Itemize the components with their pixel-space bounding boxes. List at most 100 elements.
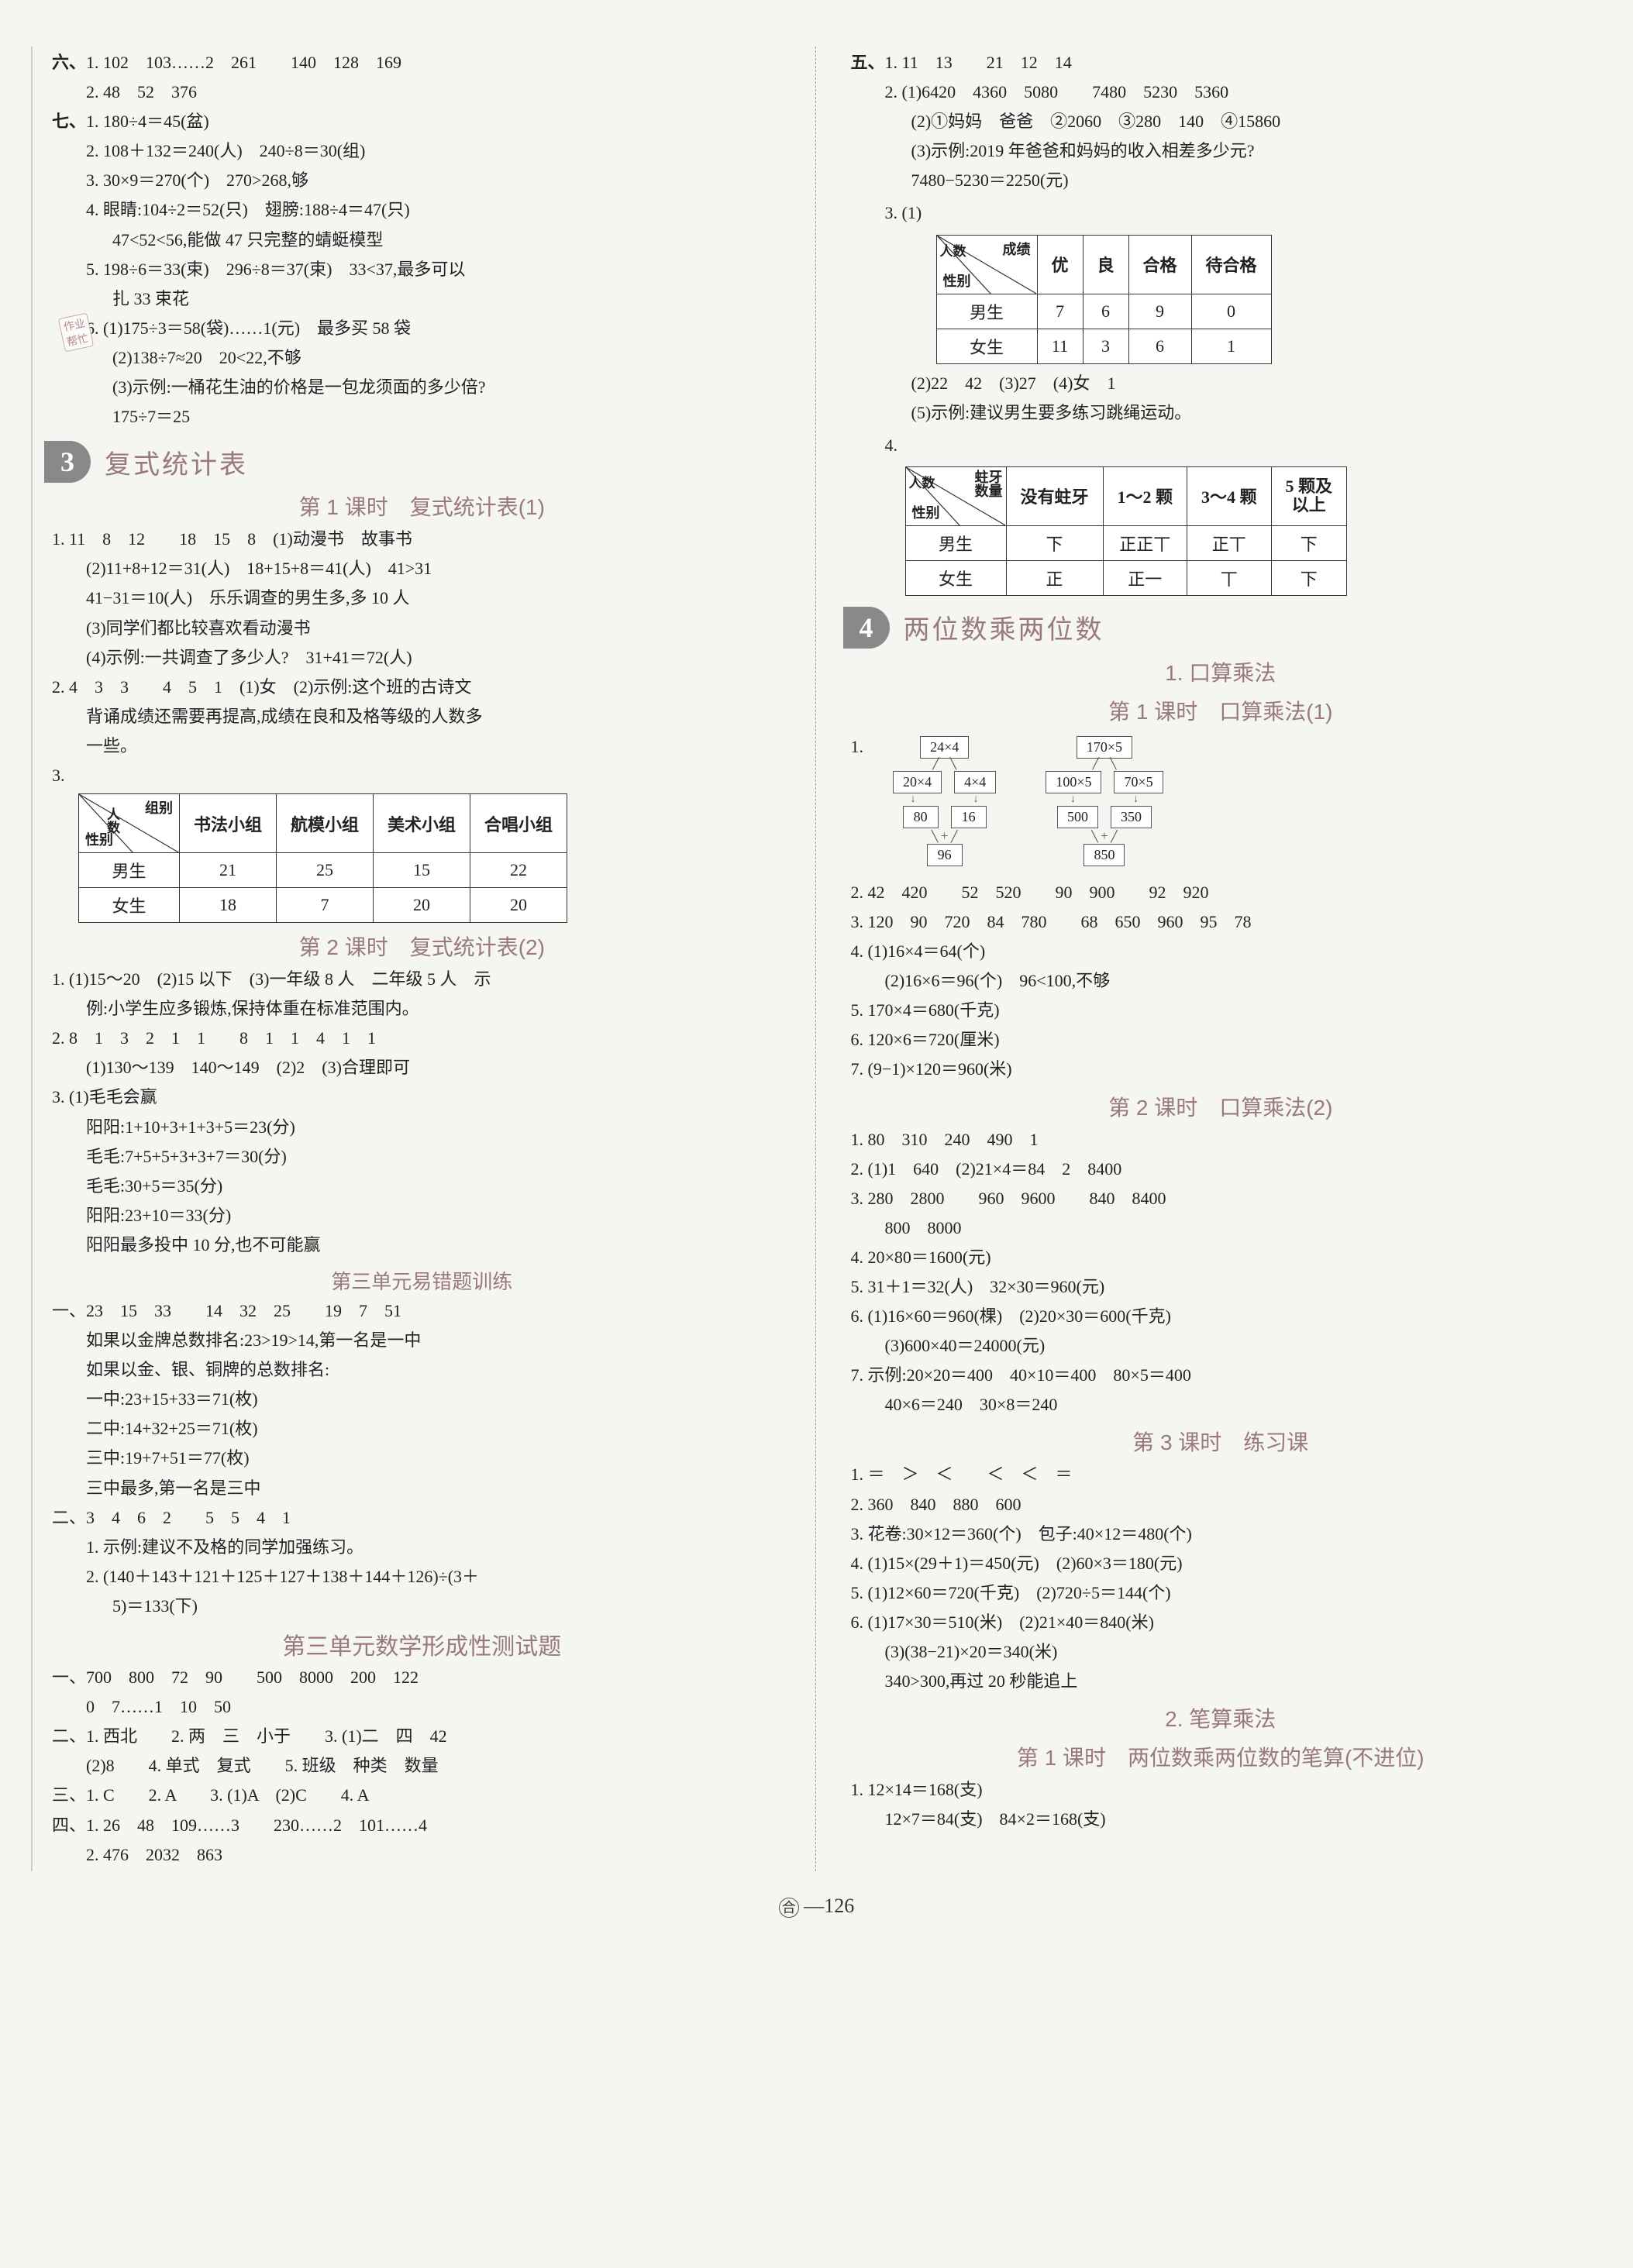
lesson-header: 第 1 课时 口算乘法(1) (851, 695, 1591, 726)
text-line: (1)130～139 140～149 (2)2 (3)合理即可 (52, 1055, 792, 1081)
cell: 9 (1128, 294, 1191, 329)
text-line: 340>300,再过 20 秒能追上 (851, 1668, 1591, 1695)
text-line: (4)示例:一共调查了多少人? 31+41＝72(人) (52, 645, 792, 671)
cell: 正正丅 (1103, 525, 1187, 560)
group-label: 六、 (52, 53, 86, 72)
text-line: (3)(38−21)×20＝340(米) (851, 1639, 1591, 1665)
col-header: 书法小组 (180, 794, 277, 853)
text-line: 0 7……1 10 50 (52, 1694, 792, 1720)
text-line: (3)600×40＝24000(元) (851, 1333, 1591, 1359)
answer-text: 1. 11 13 21 12 14 (885, 53, 1072, 72)
row-header: 女生 (936, 329, 1037, 363)
cell: 18 (180, 888, 277, 923)
row-header: 男生 (79, 853, 180, 888)
table-row: 女生 18 7 20 20 (79, 888, 567, 923)
flow-label: 1. (851, 734, 869, 760)
table-row: 男生 下 正正丅 正丅 下 (905, 525, 1347, 560)
text-line: 5. 31＋1＝32(人) 32×30＝960(元) (851, 1274, 1591, 1300)
diag-bot: 性别 (943, 270, 971, 291)
lesson-header: 第 2 课时 复式统计表(2) (52, 931, 792, 962)
text-line: 12×7＝84(支) 84×2＝168(支) (851, 1806, 1591, 1833)
section-title: 复式统计表 (105, 443, 248, 481)
text-line: 2. (1)1 640 (2)21×4＝84 2 8400 (851, 1156, 1591, 1182)
cell: 正一 (1103, 560, 1187, 595)
text-line: 4. (1)16×4＝64(个) (851, 938, 1591, 965)
lesson-header: 第 2 课时 口算乘法(2) (851, 1091, 1591, 1122)
flow-box: 350 (1111, 806, 1152, 828)
row-header: 男生 (936, 294, 1037, 329)
text-line: 四、1. 26 48 109……3 230……2 101……4 (52, 1812, 792, 1839)
text-line: 2. 8 1 3 2 1 1 8 1 1 4 1 1 (52, 1025, 792, 1051)
flow-box: 96 (927, 844, 963, 866)
table-row: 男生 21 25 15 22 (79, 853, 567, 888)
page-number-text: —126 (804, 1895, 854, 1917)
flow-box: 70×5 (1114, 771, 1163, 793)
text-line: (5)示例:建议男生要多练习跳绳运动。 (851, 400, 1591, 426)
group-label: 五、 (851, 53, 885, 72)
sub-header: 第三单元易错题训练 (52, 1266, 792, 1295)
text-line: 4. 眼睛:104÷2＝52(只) 翅膀:188÷4＝47(只) (52, 197, 792, 223)
flow-box: 500 (1057, 806, 1098, 828)
cell: 6 (1083, 294, 1128, 329)
flow-box: 80 (903, 806, 939, 828)
score-table: 成绩 人数 性别 优 良 合格 待合格 男生 7 6 9 0 女生 11 3 (936, 235, 1272, 364)
left-column: 六、1. 102 103……2 261 140 128 169 2. 48 52… (40, 46, 816, 1871)
text-line: 阳阳最多投中 10 分,也不可能赢 (52, 1232, 792, 1258)
cell: 11 (1037, 329, 1083, 363)
diag-top: 组别 (145, 797, 173, 817)
text-line: (2)11+8+12＝31(人) 18+15+8＝41(人) 41>31 (52, 556, 792, 582)
text-line: (2)16×6＝96(个) 96<100,不够 (851, 968, 1591, 994)
text-line: 毛毛:7+5+5+3+3+7＝30(分) (52, 1144, 792, 1170)
table-label: 3. (52, 766, 65, 785)
sub-header: 2. 笔算乘法 (851, 1702, 1591, 1733)
section-header: 3 复式统计表 (44, 441, 792, 483)
section-title: 两位数乘两位数 (904, 608, 1104, 646)
text-line: (2)①妈妈 爸爸 ②2060 ③280 140 ④15860 (851, 108, 1591, 135)
text-line: 2. 108＋132＝240(人) 240÷8＝30(组) (52, 138, 792, 164)
lesson-header: 第 1 课时 两位数乘两位数的笔算(不进位) (851, 1741, 1591, 1772)
lesson-header: 第 1 课时 复式统计表(1) (52, 490, 792, 521)
text-line: 175÷7＝25 (52, 404, 792, 430)
cell: 0 (1191, 294, 1271, 329)
flow-tree: 24×4 ╱ ╲ 20×4 4×4 ↓ ↓ 80 16 (891, 734, 997, 869)
cell: 7 (1037, 294, 1083, 329)
text-line: (2)138÷7≈20 20<22,不够 (52, 345, 792, 371)
text-line: 7. 示例:20×20＝400 40×10＝400 80×5＝400 (851, 1362, 1591, 1389)
text-line: 五、1. 11 13 21 12 14 (851, 50, 1591, 76)
cell: 正丅 (1187, 525, 1272, 560)
col-header: 3～4 颗 (1187, 466, 1272, 525)
section-header: 4 两位数乘两位数 (843, 607, 1591, 649)
cell: 1 (1191, 329, 1271, 363)
text-line: 2. 4 3 3 4 5 1 (1)女 (2)示例:这个班的古诗文 (52, 674, 792, 700)
text-line: 47<52<56,能做 47 只完整的蜻蜓模型 (52, 227, 792, 253)
diagonal-header: 成绩 人数 性别 (936, 235, 1037, 294)
group-label: 七、 (52, 112, 86, 131)
diagonal-header: 蛀牙数量 人数 性别 (905, 466, 1006, 525)
table-row: 男生 7 6 9 0 (936, 294, 1271, 329)
diag-top: 蛀牙数量 (975, 470, 1003, 498)
cell: 丅 (1187, 560, 1272, 595)
table-row: 女生 正 正一 丅 下 (905, 560, 1347, 595)
text-line: 六、1. 102 103……2 261 140 128 169 (52, 50, 792, 76)
text-line: 例:小学生应多锻炼,保持体重在标准范围内。 (52, 996, 792, 1022)
flow-box: 850 (1083, 844, 1125, 866)
lesson-header: 第 3 课时 练习课 (851, 1426, 1591, 1457)
text-line: 二、3 4 6 2 5 5 4 1 (52, 1505, 792, 1531)
text-line: (3)示例:2019 年爸爸和妈妈的收入相差多少元? (851, 138, 1591, 164)
text-line: 三中:19+7+51＝77(枚) (52, 1445, 792, 1471)
sub-header: 1. 口算乘法 (851, 656, 1591, 687)
diag-bot: 性别 (912, 502, 940, 522)
arrow-icon: ╲ + ╱ (1091, 829, 1117, 843)
cell: 3 (1083, 329, 1128, 363)
text-line: 41−31＝10(人) 乐乐调查的男生多,多 10 人 (52, 585, 792, 611)
text-line: 1. (1)15～20 (2)15 以下 (3)一年级 8 人 二年级 5 人 … (52, 966, 792, 993)
text-line: 毛毛:30+5＝35(分) (52, 1173, 792, 1199)
text-line: 二中:14+32+25＝71(枚) (52, 1416, 792, 1442)
text-line: 3. 280 2800 960 9600 840 8400 (851, 1186, 1591, 1212)
flow-box: 24×4 (920, 736, 969, 759)
text-line: 4. (1)15×(29＋1)＝450(元) (2)60×3＝180(元) (851, 1550, 1591, 1577)
text-line: 1. 12×14＝168(支) (851, 1777, 1591, 1803)
text-line: 6. 120×6＝720(厘米) (851, 1027, 1591, 1053)
text-line: 4. 20×80＝1600(元) (851, 1244, 1591, 1271)
text-line: 阳阳:1+10+3+1+3+5＝23(分) (52, 1114, 792, 1141)
